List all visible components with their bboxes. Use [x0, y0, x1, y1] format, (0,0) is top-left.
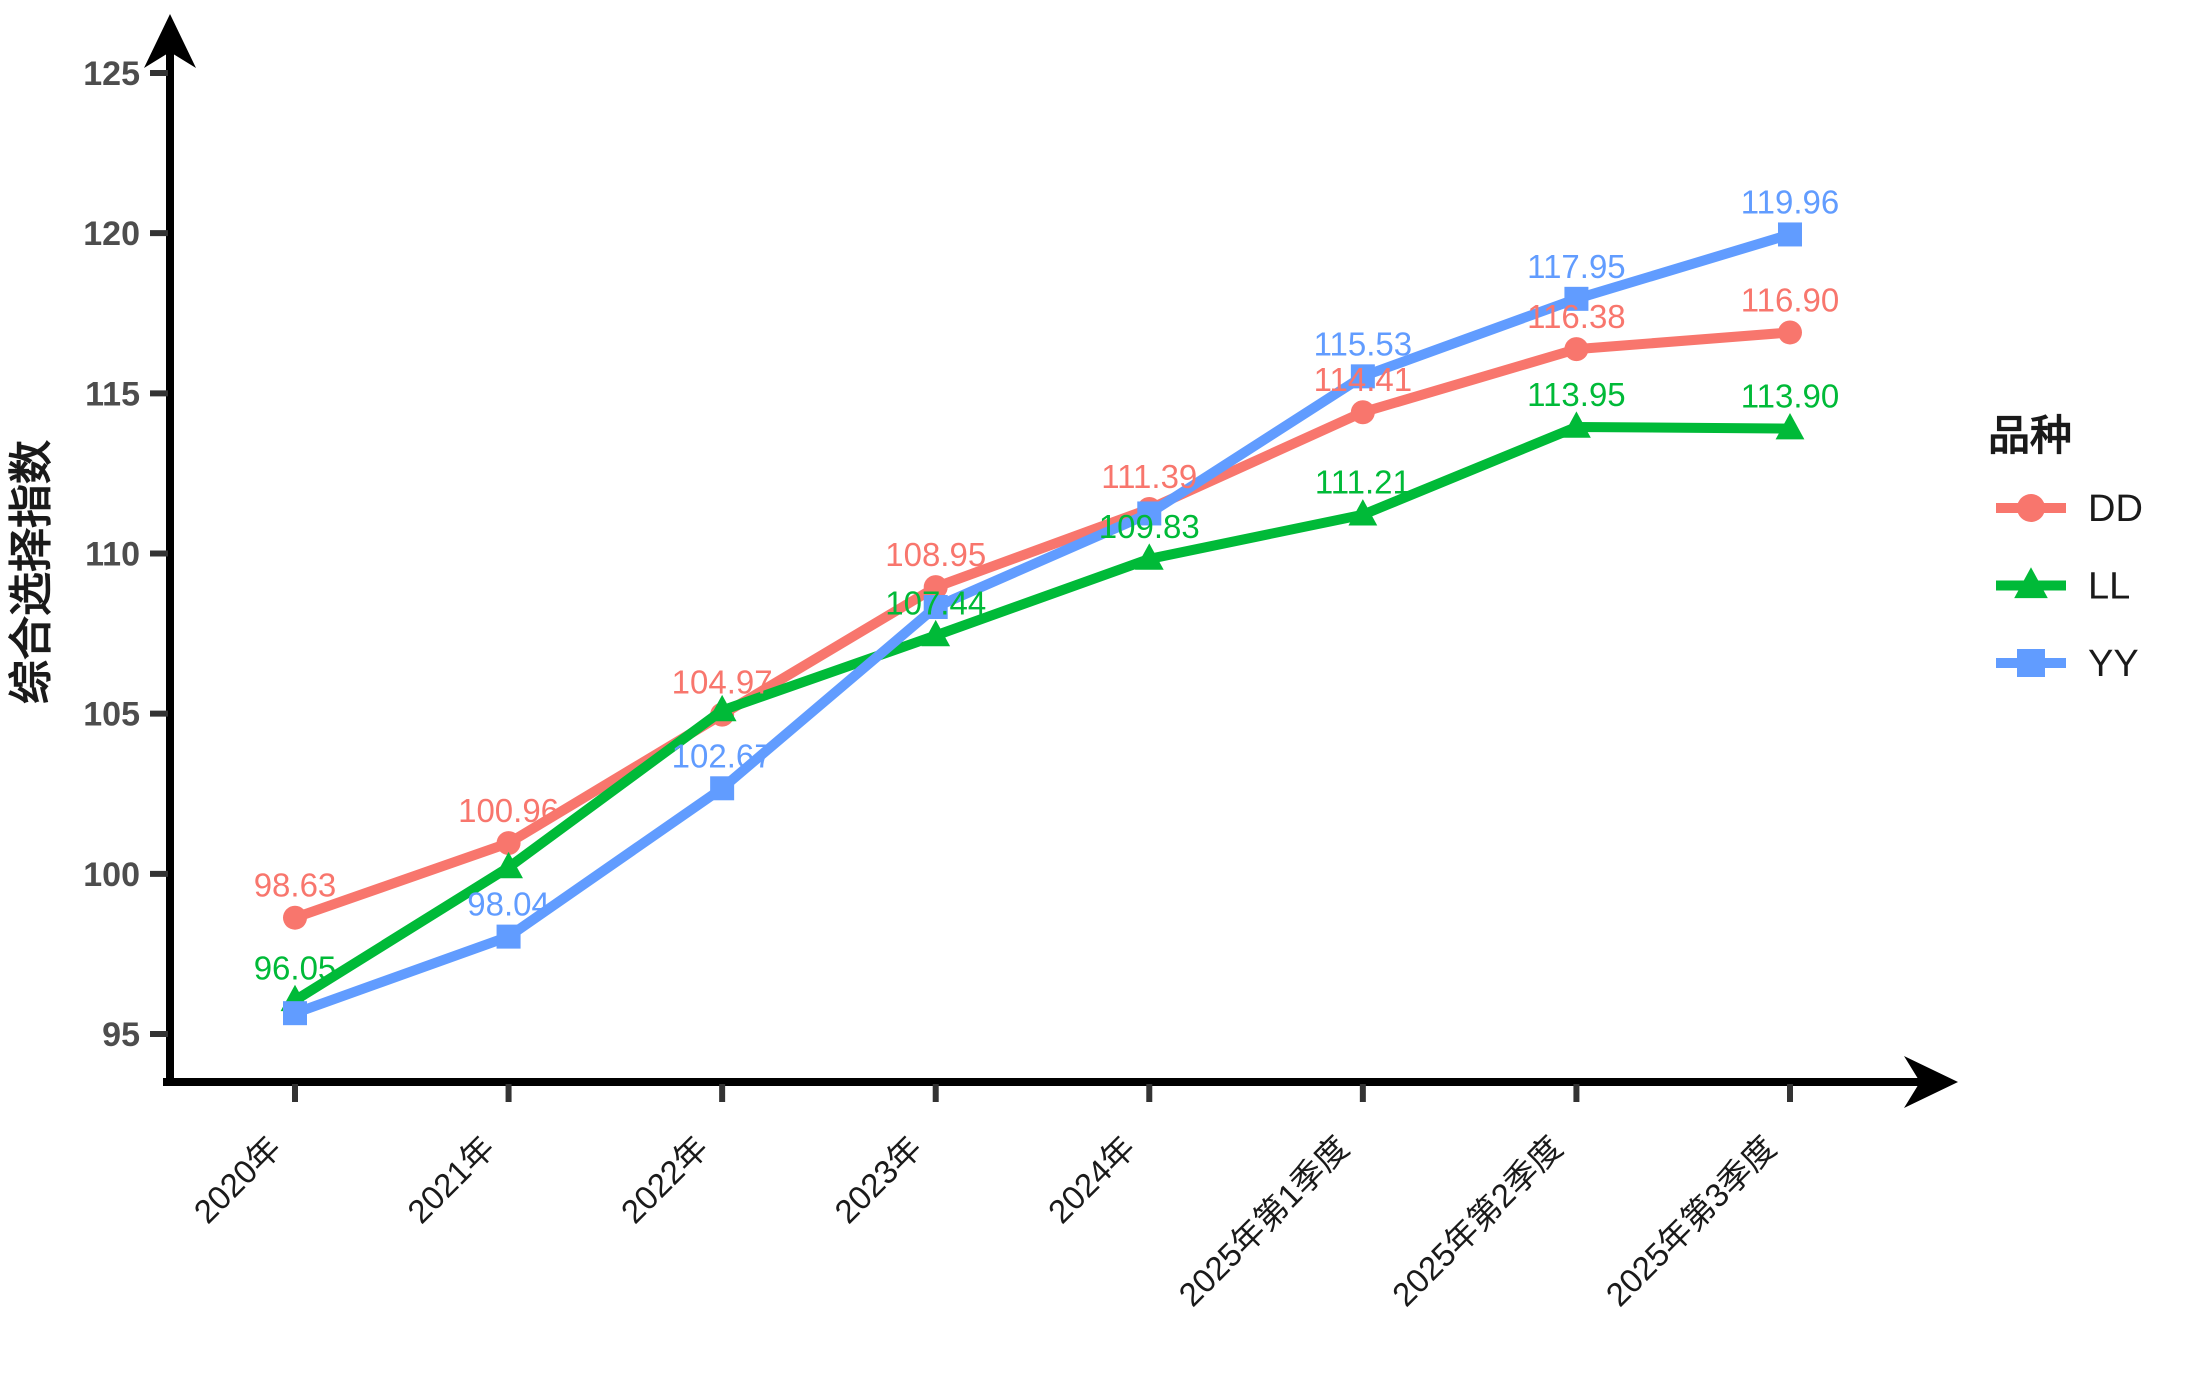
data-point-YY-7 [1777, 222, 1802, 247]
data-label-DD-6: 116.38 [1527, 298, 1625, 335]
data-label-LL-3: 107.44 [885, 584, 986, 621]
data-label-LL-6: 113.95 [1527, 376, 1625, 413]
y-tick-label: 100 [83, 856, 140, 894]
legend-item-YY: YY [1996, 643, 2139, 685]
data-point-DD-1 [496, 831, 521, 856]
data-point-LL-3 [921, 619, 951, 647]
data-label-LL-5: 111.21 [1315, 464, 1411, 501]
data-label-YY-6: 117.95 [1527, 248, 1625, 285]
y-tick-label: 110 [85, 535, 140, 573]
x-tick-label: 2020年 [187, 1129, 288, 1230]
data-point-LL-1 [494, 851, 523, 879]
data-point-LL-5 [1348, 499, 1378, 526]
data-point-YY-1 [496, 924, 521, 949]
data-labels: 98.63 100.96 104.97 108.95 111.39 114.41 116.3… [254, 183, 1840, 986]
data-label-DD-2: 104.97 [672, 664, 773, 701]
data-label-DD-7: 116.90 [1741, 281, 1839, 318]
series-line-YY [290, 229, 1795, 1019]
legend-marker-triangle-icon [2014, 567, 2048, 599]
x-tick-label: 2024年 [1041, 1129, 1142, 1230]
series-line-DD [290, 327, 1795, 923]
data-point-DD-5 [1350, 400, 1375, 425]
data-point-YY-3 [923, 594, 948, 619]
data-point-DD-3 [923, 575, 948, 600]
axes: 95 100 105 110 115 120 125 2020年 2021年 2022年 2023年… [83, 14, 1958, 1313]
x-tick-label: 2025年第2季度 [1385, 1129, 1569, 1313]
legend-title: 品种 [1988, 412, 2072, 459]
legend-marker-circle-icon [2017, 494, 2045, 522]
data-point-DD-7 [1777, 320, 1802, 345]
y-tick-label: 95 [102, 1016, 140, 1054]
x-tick-label: 2021年 [400, 1129, 501, 1230]
data-label-YY-7: 119.96 [1741, 183, 1839, 220]
data-point-YY-0 [283, 1001, 307, 1026]
x-axis-arrow-icon [1904, 1056, 1958, 1108]
legend-item-DD: DD [1996, 488, 2143, 530]
data-point-YY-5 [1350, 364, 1375, 389]
y-tick-label: 120 [83, 215, 140, 253]
data-point-YY-4 [1137, 501, 1162, 526]
legend-marker-square-icon [2017, 649, 2045, 677]
x-tick-label: 2022年 [614, 1129, 715, 1230]
data-label-YY-2: 102.67 [672, 737, 773, 774]
data-point-YY-6 [1564, 286, 1589, 311]
x-tick-label: 2025年第3季度 [1599, 1129, 1783, 1313]
data-point-LL-7 [1775, 412, 1805, 440]
data-label-LL-0: 96.05 [254, 949, 337, 986]
data-label-YY-5: 115.53 [1314, 325, 1412, 362]
legend-item-label: LL [2088, 566, 2130, 608]
legend-item-label: DD [2088, 488, 2143, 530]
series-line-LL [290, 421, 1795, 1006]
data-label-LL-4: 109.83 [1099, 508, 1200, 545]
data-point-LL-2 [707, 694, 737, 722]
y-axis-title: 综合选择指数 [7, 440, 56, 704]
legend-item-label: YY [2088, 643, 2139, 685]
data-label-DD-5: 114.41 [1314, 361, 1412, 398]
series-lines [280, 222, 1805, 1026]
y-tick-label: 115 [85, 375, 140, 413]
data-label-DD-1: 100.96 [458, 792, 559, 829]
data-point-YY-2 [710, 776, 735, 801]
legend: DD LL YY [1996, 488, 2143, 685]
data-point-LL-4 [1134, 543, 1164, 570]
y-axis-arrow-icon [144, 14, 196, 68]
data-label-DD-4: 111.39 [1101, 458, 1197, 495]
data-label-DD-3: 108.95 [885, 536, 986, 573]
data-point-LL-6 [1562, 411, 1591, 438]
data-label-YY-1: 98.04 [467, 886, 550, 923]
x-tick-label: 2025年第1季度 [1171, 1129, 1355, 1313]
y-tick-label: 125 [83, 55, 140, 93]
data-label-DD-0: 98.63 [254, 867, 337, 904]
y-tick-label: 105 [83, 696, 140, 734]
data-point-DD-6 [1564, 337, 1589, 362]
x-tick-label: 2023年 [827, 1129, 928, 1230]
data-point-DD-0 [283, 905, 307, 930]
legend-item-LL: LL [1996, 566, 2130, 608]
data-label-LL-7: 113.90 [1741, 378, 1839, 415]
